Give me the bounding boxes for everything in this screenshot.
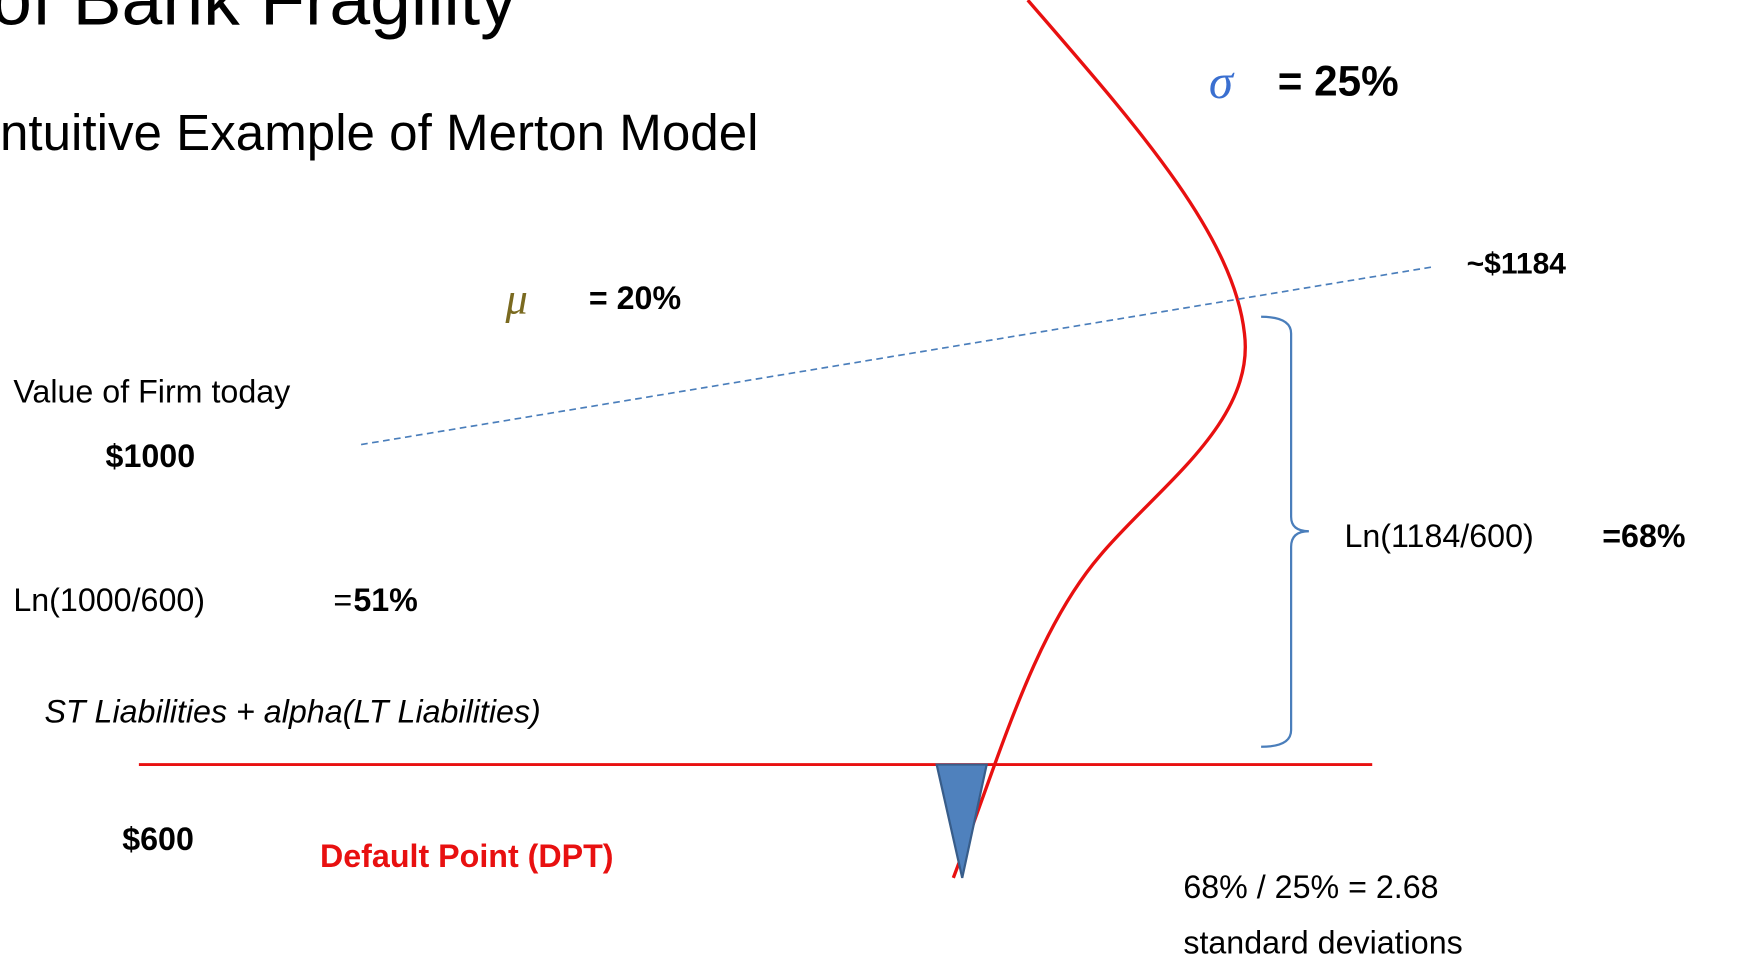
today-value: $1000 xyxy=(106,438,196,474)
mu-value: = 20% xyxy=(589,280,681,316)
distribution-curve xyxy=(951,0,1247,879)
today-label: Value of Firm today xyxy=(13,373,291,409)
liabilities: ST Liabilities + alpha(LT Liabilities) xyxy=(44,693,540,729)
title: of Bank Fragility xyxy=(0,0,517,41)
ln-future: Ln(1184/600) xyxy=(1344,518,1533,554)
brace xyxy=(1261,315,1309,748)
sigma-symbol: σ xyxy=(1209,54,1235,109)
sigma-value: = 25% xyxy=(1278,58,1399,105)
ln-today: Ln(1000/600) xyxy=(13,582,205,618)
ln-today-eq: = xyxy=(333,582,352,618)
default-tail xyxy=(935,763,989,879)
future-value: ~$1184 xyxy=(1467,247,1567,280)
mu-symbol: μ xyxy=(505,273,528,323)
subtitle: ntuitive Example of Merton Model xyxy=(0,104,758,161)
ln-future-result: =68% xyxy=(1602,518,1685,554)
drift-line xyxy=(360,265,1434,446)
distance-line1: 68% / 25% = 2.68 xyxy=(1183,869,1438,905)
default-value: $600 xyxy=(122,821,194,857)
distance-line2: standard deviations xyxy=(1183,924,1462,958)
default-label: Default Point (DPT) xyxy=(320,838,614,874)
ln-today-result: 51% xyxy=(353,582,417,618)
